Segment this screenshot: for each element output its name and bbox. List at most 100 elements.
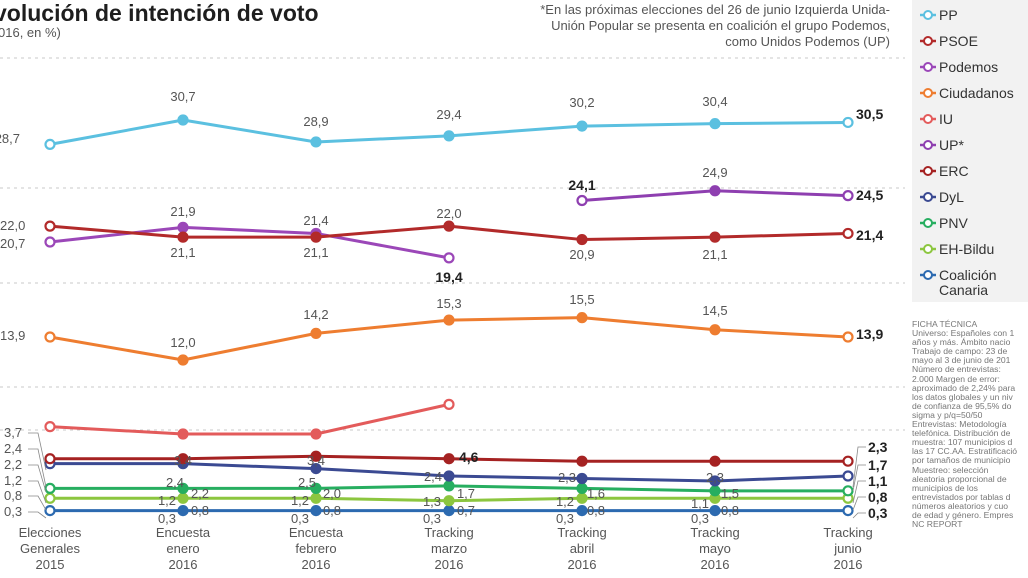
line-chart: 28,7 30,7 28,9 29,4 30,2 30,4 30,5 22,0 21,1 21,1…: [0, 57, 905, 572]
data-label: 1,2: [158, 493, 176, 508]
marker-psoe: [842, 227, 854, 240]
end-value-label: 0,3: [868, 505, 888, 521]
chart-subtitle: 016, en %): [0, 25, 61, 40]
data-label: 14,2: [303, 307, 328, 322]
technical-sheet-line: muestra: 107 municipios d: [912, 437, 1013, 448]
marker-dyl: [310, 463, 322, 475]
marker-podemos: [443, 252, 455, 264]
data-label: 28,7: [0, 131, 20, 146]
chart-footnote: *En las próximas elecciones del 26 de ju…: [540, 2, 890, 49]
legend-item: EH-Bildu: [920, 242, 994, 257]
marker-eh-bildu: [177, 492, 189, 504]
marker-erc: [310, 450, 322, 462]
legend-label: Ciudadanos: [939, 85, 1014, 101]
legend-item: PSOE: [920, 34, 978, 49]
leader-line: [28, 464, 47, 493]
series-line-podemos: [49, 225, 450, 260]
technical-sheet-line: de confianza de 95,5% do: [912, 400, 1012, 411]
marker-erc: [44, 453, 56, 465]
x-tick-label: Elecciones: [19, 525, 82, 540]
legend-label: DyL: [939, 189, 964, 205]
marker-ciudadanos: [310, 327, 322, 339]
start-value-label: 1,2: [4, 473, 22, 488]
x-tick-label: 2016: [302, 557, 331, 572]
data-label: 1,7: [457, 486, 475, 501]
start-value-label: 0,8: [4, 488, 22, 503]
data-label: 20,7: [0, 236, 25, 251]
leader-line: [28, 495, 47, 511]
marker-pp: [443, 130, 455, 142]
x-tick-label: 2016: [435, 557, 464, 572]
technical-sheet-line: Trabajo de campo: 23 de: [912, 346, 1008, 357]
marker-pp: [310, 136, 322, 148]
data-label: 24,5: [856, 187, 883, 203]
legend-marker-icon: [920, 9, 936, 21]
legend-marker-icon: [920, 217, 936, 229]
marker-pnv: [177, 482, 189, 494]
data-label: 29,4: [436, 107, 461, 122]
marker-pp: [709, 118, 721, 130]
legend-item: PNV: [920, 216, 968, 231]
data-label: 15,3: [436, 296, 461, 311]
series-line-iu: [49, 402, 450, 436]
marker-iu: [310, 428, 322, 440]
technical-sheet-line: los datos globales y un niv: [912, 391, 1013, 402]
end-value-label: 1,7: [868, 457, 888, 473]
marker-psoe: [709, 231, 721, 243]
marker-eh-bildu: [44, 492, 56, 504]
marker-psoe: [310, 231, 322, 243]
technical-sheet-line: por tamaños de municipio: [912, 455, 1011, 466]
x-tick-label: marzo: [431, 541, 467, 556]
data-label: 13,9: [856, 326, 883, 342]
leader-line: [852, 480, 866, 504]
legend-marker-icon: [920, 35, 936, 47]
legend-item: Coalición Canaria: [920, 268, 999, 298]
x-tick-label: Encuesta: [156, 525, 211, 540]
data-label: 2,2: [191, 486, 209, 501]
legend-marker-icon: [920, 139, 936, 151]
technical-sheet-line: números aleatorios y cuo: [912, 500, 1009, 511]
leader-line: [28, 432, 47, 471]
marker-eh-bildu: [576, 492, 588, 504]
technical-sheet-line: años y más. Ámbito nacio: [912, 337, 1011, 348]
data-label: 20,9: [569, 247, 594, 262]
marker-iu: [443, 398, 455, 410]
legend-marker-icon: [920, 113, 936, 125]
data-label: 0,8: [721, 503, 739, 518]
marker-coalici-n-canaria: [177, 504, 189, 517]
data-label: 22,0: [436, 206, 461, 221]
marker-podemos: [44, 236, 56, 248]
marker-pp: [842, 116, 854, 129]
data-label: 4,6: [459, 449, 479, 465]
marker-ciudadanos: [709, 324, 721, 336]
marker-up: [576, 194, 588, 207]
marker-coalici-n-canaria: [443, 504, 455, 517]
marker-ciudadanos: [842, 331, 854, 343]
marker-dyl: [842, 470, 854, 482]
leader-line: [28, 448, 47, 488]
legend-label: UP*: [939, 137, 964, 153]
technical-sheet-line: Muestreo: selección: [912, 464, 989, 475]
legend-item: ERC: [920, 164, 969, 179]
x-tick-label: Tracking: [424, 525, 473, 540]
data-label: 1,1: [691, 496, 709, 511]
data-label: 0,3: [423, 511, 441, 526]
start-value-label: 2,2: [4, 457, 22, 472]
marker-pnv: [709, 485, 721, 497]
marker-erc: [576, 455, 588, 467]
data-label: 3,4: [174, 453, 192, 468]
data-label: 2,4: [166, 475, 184, 490]
legend-label: IU: [939, 111, 953, 127]
data-label: 3,4: [307, 453, 325, 468]
marker-pp: [177, 114, 189, 126]
legend: PP PSOE Podemos Ciudadanos IU UP* ERC DyL PNV EH-…: [912, 0, 1028, 302]
legend-label: Coalición Canaria: [939, 267, 997, 298]
technical-sheet-line: aproximado de 2,24% para: [912, 382, 1016, 393]
start-value-label: 0,3: [4, 504, 22, 519]
legend-marker-icon: [920, 61, 936, 73]
legend-label: PSOE: [939, 33, 978, 49]
legend-marker-icon: [920, 165, 936, 177]
data-label: 21,1: [702, 247, 727, 262]
leader-line: [852, 496, 866, 511]
data-label: 1,6: [587, 486, 605, 501]
